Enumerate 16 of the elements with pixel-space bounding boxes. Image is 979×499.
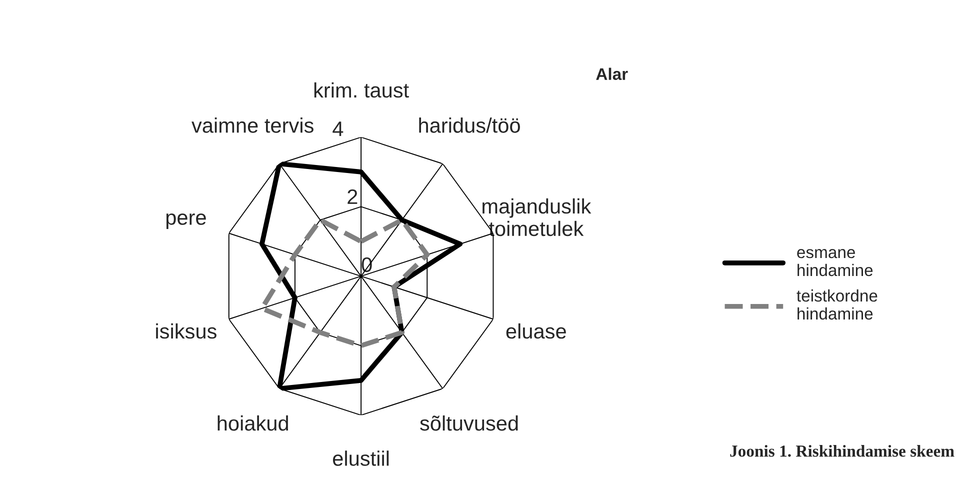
spoke-label: hoiakud [218,415,288,431]
spoke-label: majanduslik toimetulek [482,198,592,236]
y-tick-label: 2 [348,189,358,204]
legend-label: teistkordne hindamine [796,289,878,320]
spoke-label: elustiil [332,450,389,466]
spoke-label: haridus/töö [419,118,520,133]
spoke-label: eluase [506,323,566,339]
y-tick-label: 4 [332,122,344,136]
spoke-label: isiksus [156,323,216,339]
chart-title: Alar [596,68,628,80]
spoke-label: vaimne tervis [192,118,314,133]
legend-label: esmane hindamine [797,249,873,276]
spoke-label: sõltuvused [420,415,518,431]
spoke-label: pere [166,213,206,230]
text: Joonis 1. Riskihindamise skeem [730,445,954,457]
spoke-label: krim. taust [314,82,409,98]
